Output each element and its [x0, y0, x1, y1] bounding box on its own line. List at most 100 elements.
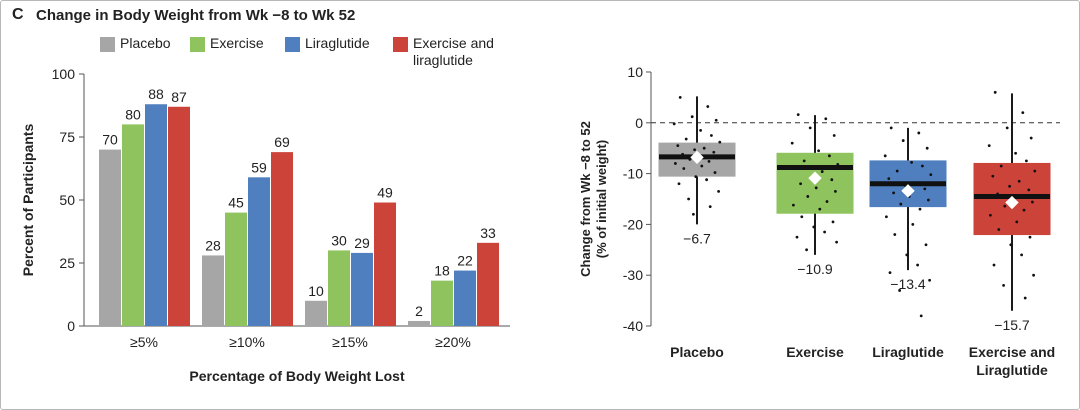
mean-value-label: −6.7 — [683, 230, 711, 246]
data-point-exercise — [820, 170, 824, 173]
data-point-placebo — [700, 164, 704, 168]
bar-liraglutide-3 — [351, 252, 373, 326]
y-tick-label: -20 — [623, 216, 643, 232]
data-point-exercise — [796, 113, 800, 117]
bar-liraglutide-1 — [145, 104, 167, 327]
bar-liraglutide-4 — [454, 270, 476, 326]
y-tick-label: 0 — [635, 115, 643, 131]
data-point-exercise — [806, 195, 810, 198]
data-point-liraglutide — [895, 169, 899, 173]
bar-exercise-and-liraglutide-2 — [271, 152, 293, 326]
data-point-placebo — [710, 134, 713, 137]
data-point-exercise-and-liraglutide — [993, 90, 997, 94]
bar-value-label: 69 — [274, 134, 290, 150]
data-point-exercise — [828, 154, 831, 158]
data-point-exercise-and-liraglutide — [1009, 243, 1013, 247]
data-point-liraglutide — [889, 126, 893, 130]
data-point-exercise — [805, 248, 808, 252]
bar-exercise-3 — [328, 250, 350, 326]
data-point-exercise-and-liraglutide — [1028, 235, 1032, 239]
data-point-liraglutide — [924, 243, 928, 247]
data-point-exercise — [795, 235, 799, 239]
bar-placebo-3 — [305, 300, 327, 326]
data-point-exercise — [814, 186, 818, 190]
y-axis-title-line2: (% of initial weight) — [594, 140, 609, 258]
mean-marker-placebo — [690, 150, 704, 165]
data-point-exercise — [825, 200, 829, 203]
bar-chart: 0 25 50 75 100 Percent of Participants Percent… — [20, 66, 510, 384]
data-point-exercise — [792, 203, 795, 207]
data-point-placebo — [692, 212, 695, 216]
data-point-liraglutide — [888, 271, 892, 275]
mean-marker-exercise — [808, 171, 822, 185]
bar-value-label: 10 — [308, 283, 324, 299]
y-tick-label: 75 — [59, 129, 75, 145]
y-tick-label: 25 — [59, 255, 75, 271]
data-point-placebo — [705, 178, 708, 182]
data-point-liraglutide — [892, 191, 895, 195]
bar-value-label: 2 — [415, 303, 423, 319]
y-axis-title: Percent of Participants — [20, 124, 36, 277]
data-point-placebo — [712, 150, 716, 154]
data-point-liraglutide — [928, 278, 931, 282]
group-label: Exercise — [786, 344, 844, 360]
data-point-exercise-and-liraglutide — [1032, 273, 1035, 277]
panel-letter: C — [12, 6, 24, 23]
bar-value-label: 49 — [377, 185, 393, 201]
data-point-liraglutide — [910, 161, 913, 164]
data-point-placebo — [672, 122, 676, 126]
x-tick-label: ≥10% — [229, 334, 265, 350]
bar-value-label: 80 — [125, 106, 141, 122]
legend-label-exercise: Exercise — [210, 35, 264, 51]
mean-value-label: −13.4 — [890, 276, 926, 292]
data-point-exercise — [800, 215, 804, 219]
legend-label-liraglutide: Liraglutide — [305, 35, 370, 51]
data-point-placebo — [714, 118, 718, 122]
bar-value-label: 87 — [171, 89, 187, 105]
data-point-liraglutide — [917, 131, 921, 135]
data-point-exercise — [790, 141, 794, 145]
data-point-placebo — [708, 205, 712, 209]
bar-exercise-and-liraglutide-3 — [374, 202, 396, 326]
data-point-liraglutide — [929, 173, 933, 177]
bar-value-label: 22 — [457, 253, 473, 269]
bar-exercise-2 — [225, 212, 247, 326]
data-point-exercise-and-liraglutide — [1020, 253, 1023, 257]
data-point-exercise-and-liraglutide — [997, 228, 1001, 231]
data-point-liraglutide — [885, 215, 888, 219]
bar-placebo-2 — [202, 255, 224, 326]
data-point-exercise — [818, 207, 822, 211]
data-point-exercise-and-liraglutide — [1025, 159, 1028, 163]
y-tick-label: -10 — [623, 166, 643, 182]
group-label: Exercise and — [969, 344, 1055, 360]
data-point-placebo — [694, 175, 698, 179]
bar-exercise-4 — [431, 280, 453, 326]
data-point-exercise — [831, 220, 835, 224]
data-point-placebo — [707, 160, 711, 163]
y-tick-label: 10 — [627, 64, 643, 80]
data-point-exercise — [835, 240, 838, 244]
data-point-liraglutide — [927, 198, 930, 202]
data-point-placebo — [688, 157, 692, 161]
data-point-exercise-and-liraglutide — [987, 144, 991, 148]
bar-placebo-1 — [99, 149, 121, 326]
group-label-line2: Liraglutide — [976, 362, 1048, 378]
data-point-placebo — [699, 129, 702, 132]
data-point-exercise-and-liraglutide — [1027, 188, 1031, 192]
data-point-exercise-and-liraglutide — [1008, 184, 1011, 188]
mean-marker-exercise-and-liraglutide — [1005, 195, 1019, 210]
data-point-liraglutide — [913, 181, 917, 185]
data-point-exercise — [812, 225, 816, 229]
data-point-exercise-and-liraglutide — [1003, 204, 1007, 208]
data-point-exercise — [799, 182, 802, 186]
bar-exercise-1 — [122, 124, 144, 327]
data-point-exercise-and-liraglutide — [1015, 220, 1019, 224]
data-point-exercise-and-liraglutide — [999, 164, 1003, 168]
data-point-exercise-and-liraglutide — [989, 213, 992, 217]
data-point-liraglutide — [883, 154, 887, 158]
data-point-liraglutide — [923, 187, 927, 191]
data-point-exercise — [817, 149, 820, 153]
bar-value-label: 28 — [205, 237, 221, 253]
data-point-exercise-and-liraglutide — [1031, 200, 1034, 204]
